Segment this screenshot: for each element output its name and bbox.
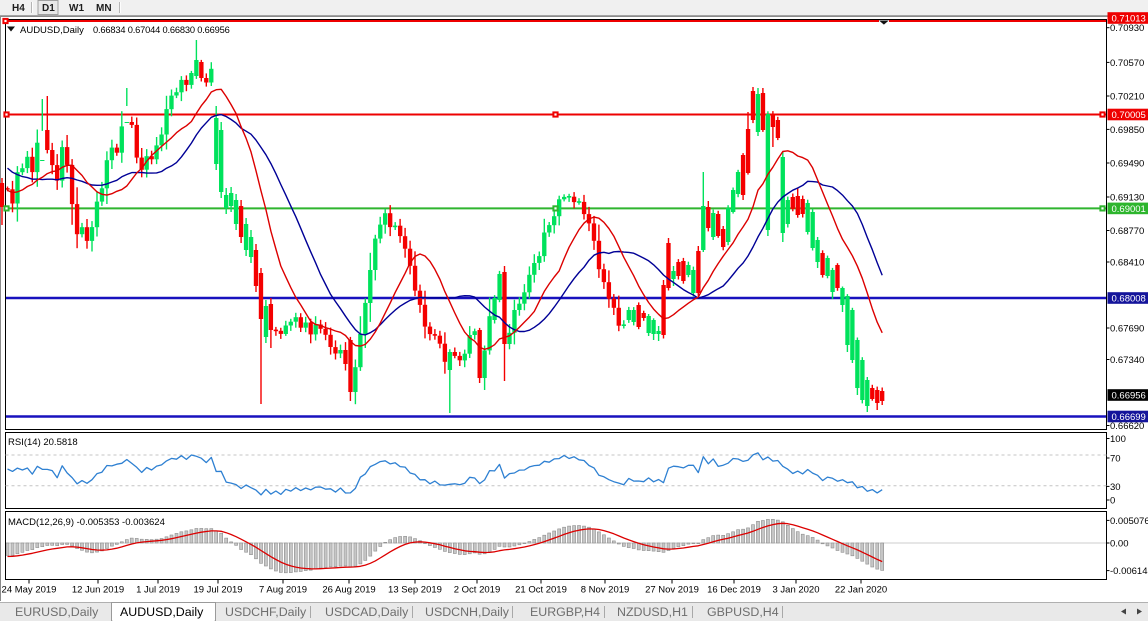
svg-text:0.68008: 0.68008 <box>1112 293 1146 304</box>
svg-text:0.69001: 0.69001 <box>1112 204 1146 215</box>
svg-text:0.67690: 0.67690 <box>1110 323 1144 334</box>
svg-text:0.68770: 0.68770 <box>1110 226 1144 237</box>
svg-text:MN: MN <box>96 3 112 14</box>
svg-text:EURGBP,H4: EURGBP,H4 <box>530 605 600 619</box>
svg-text:0.00: 0.00 <box>1110 538 1129 549</box>
svg-text:22 Jan 2020: 22 Jan 2020 <box>835 585 887 596</box>
svg-text:27 Nov 2019: 27 Nov 2019 <box>645 585 699 596</box>
svg-text:1 Jul 2019: 1 Jul 2019 <box>136 585 180 596</box>
svg-text:8 Nov 2019: 8 Nov 2019 <box>581 585 630 596</box>
svg-text:0.69490: 0.69490 <box>1110 158 1144 169</box>
svg-text:21 Oct 2019: 21 Oct 2019 <box>515 585 567 596</box>
svg-text:3 Jan 2020: 3 Jan 2020 <box>772 585 819 596</box>
svg-text:7 Aug 2019: 7 Aug 2019 <box>259 585 307 596</box>
svg-text:D1: D1 <box>42 3 55 14</box>
svg-text:0.70210: 0.70210 <box>1110 91 1144 102</box>
svg-text:12 Jun 2019: 12 Jun 2019 <box>72 585 124 596</box>
svg-text:26 Aug 2019: 26 Aug 2019 <box>322 585 375 596</box>
svg-text:24 May 2019: 24 May 2019 <box>2 585 57 596</box>
svg-text:0.71013: 0.71013 <box>1112 13 1146 24</box>
svg-text:EURUSD,Daily: EURUSD,Daily <box>15 605 99 619</box>
svg-text:30: 30 <box>1110 482 1121 493</box>
svg-text:16 Dec 2019: 16 Dec 2019 <box>707 585 761 596</box>
svg-text:H4: H4 <box>12 3 25 14</box>
svg-text:0: 0 <box>1110 495 1115 506</box>
svg-text:0.005076: 0.005076 <box>1110 516 1148 527</box>
svg-text:0.70005: 0.70005 <box>1112 110 1146 121</box>
svg-text:0.70930: 0.70930 <box>1110 23 1144 34</box>
svg-text:AUDUSD,Daily: AUDUSD,Daily <box>20 25 84 36</box>
svg-text:MACD(12,26,9) -0.005353 -0.003: MACD(12,26,9) -0.005353 -0.003624 <box>8 517 165 528</box>
svg-text:100: 100 <box>1110 434 1126 445</box>
svg-text:70: 70 <box>1110 453 1121 464</box>
svg-text:AUDUSD,Daily: AUDUSD,Daily <box>120 605 204 619</box>
svg-text:0.67340: 0.67340 <box>1110 355 1144 366</box>
svg-text:0.69130: 0.69130 <box>1110 192 1144 203</box>
svg-text:0.66956: 0.66956 <box>1112 390 1146 401</box>
svg-text:2 Oct 2019: 2 Oct 2019 <box>454 585 500 596</box>
svg-text:RSI(14) 20.5818: RSI(14) 20.5818 <box>8 437 78 448</box>
svg-text:NZDUSD,H1: NZDUSD,H1 <box>617 605 688 619</box>
svg-text:W1: W1 <box>69 3 84 14</box>
svg-text:0.68410: 0.68410 <box>1110 257 1144 268</box>
svg-text:USDCAD,Daily: USDCAD,Daily <box>325 605 409 619</box>
svg-text:0.70570: 0.70570 <box>1110 58 1144 69</box>
svg-text:-0.006148: -0.006148 <box>1110 566 1148 577</box>
svg-text:0.66620: 0.66620 <box>1110 421 1144 432</box>
svg-text:0.69850: 0.69850 <box>1110 125 1144 136</box>
svg-text:19 Jul 2019: 19 Jul 2019 <box>193 585 242 596</box>
svg-text:0.66834 0.67044 0.66830 0.6695: 0.66834 0.67044 0.66830 0.66956 <box>93 25 230 35</box>
svg-text:USDCHF,Daily: USDCHF,Daily <box>225 605 307 619</box>
svg-text:13 Sep 2019: 13 Sep 2019 <box>388 585 442 596</box>
svg-text:GBPUSD,H4: GBPUSD,H4 <box>707 605 779 619</box>
svg-text:USDCNH,Daily: USDCNH,Daily <box>425 605 510 619</box>
svg-text:0.66699: 0.66699 <box>1112 412 1146 423</box>
